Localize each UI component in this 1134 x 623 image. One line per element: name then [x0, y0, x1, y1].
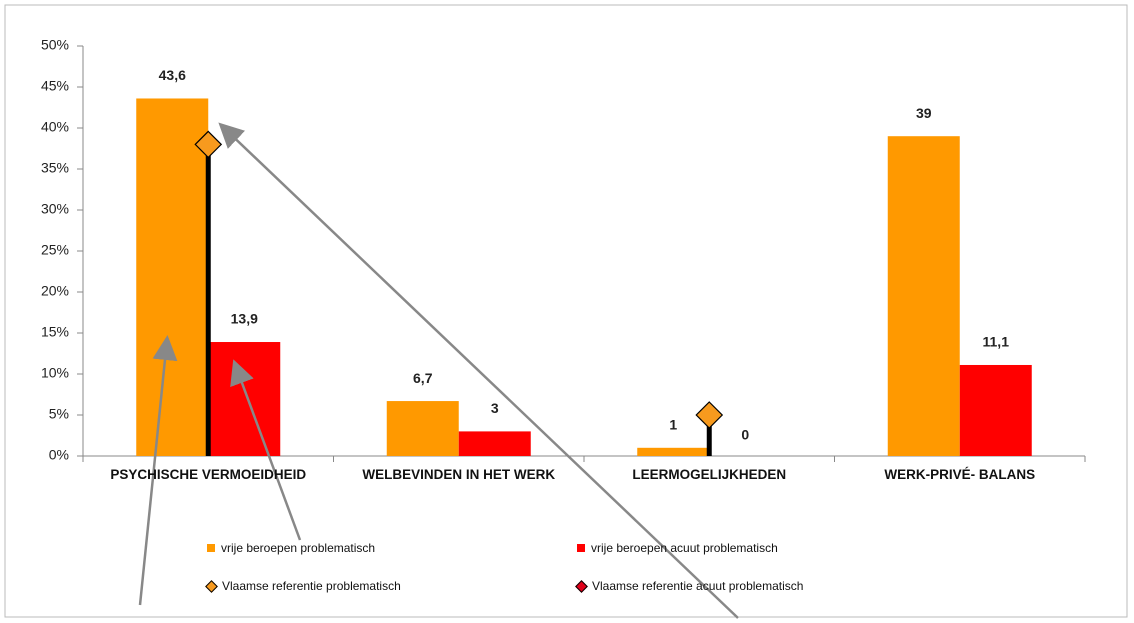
data-label: 0 — [741, 427, 749, 443]
y-tick-label: 15% — [41, 324, 69, 340]
bar — [208, 342, 281, 456]
legend-label: vrije beroepen acuut problematisch — [591, 541, 778, 555]
y-tick-label: 50% — [41, 37, 69, 53]
legend-item: vrije beroepen problematisch — [207, 541, 375, 555]
y-tick-label: 25% — [41, 242, 69, 258]
y-tick-label: 30% — [41, 201, 69, 217]
data-label: 39 — [916, 105, 932, 121]
reference-marker — [194, 130, 223, 159]
y-tick-label: 45% — [41, 78, 69, 94]
y-tick-label: 35% — [41, 160, 69, 176]
legend-label: vrije beroepen problematisch — [221, 541, 376, 555]
legend-swatch — [575, 579, 588, 593]
data-label: 3 — [491, 400, 499, 416]
data-label: 13,9 — [231, 311, 258, 327]
x-tick-label: WERK-PRIVÉ- BALANS — [884, 467, 1036, 482]
y-tick-label: 5% — [49, 406, 69, 422]
bar — [959, 364, 1032, 456]
bar — [637, 447, 710, 456]
y-tick-label: 40% — [41, 119, 69, 135]
data-label: 43,6 — [159, 67, 186, 83]
legend-item: Vlaamse referentie problematisch — [205, 579, 401, 593]
legend-item: vrije beroepen acuut problematisch — [577, 541, 778, 555]
x-tick-label: PSYCHISCHE VERMOEIDHEID — [110, 467, 307, 482]
legend-swatch — [205, 579, 218, 593]
y-tick-label: 10% — [41, 365, 69, 381]
legend-label: Vlaamse referentie acuut problematisch — [592, 579, 804, 593]
x-tick-label: WELBEVINDEN IN HET WERK — [362, 467, 556, 482]
legend-swatch — [207, 544, 215, 552]
arrow — [230, 359, 302, 541]
reference-marker — [695, 401, 724, 429]
x-tick-label: LEERMOGELIJKHEDEN — [632, 467, 787, 482]
frame — [4, 4, 1128, 618]
y-tick-label: 20% — [41, 283, 69, 299]
data-label: 6,7 — [413, 370, 433, 386]
data-label: 1 — [669, 417, 677, 433]
arrow — [218, 122, 739, 619]
legend-label: Vlaamse referentie problematisch — [222, 579, 401, 593]
legend-swatch — [577, 544, 585, 552]
arrow — [138, 335, 178, 606]
data-label: 11,1 — [983, 334, 1010, 350]
bar — [386, 401, 459, 456]
legend-item: Vlaamse referentie acuut problematisch — [575, 579, 804, 593]
annotation-arrows — [138, 122, 739, 619]
bar — [887, 136, 960, 456]
bar — [458, 431, 531, 456]
y-tick-label: 0% — [49, 447, 69, 463]
bar — [136, 98, 209, 456]
